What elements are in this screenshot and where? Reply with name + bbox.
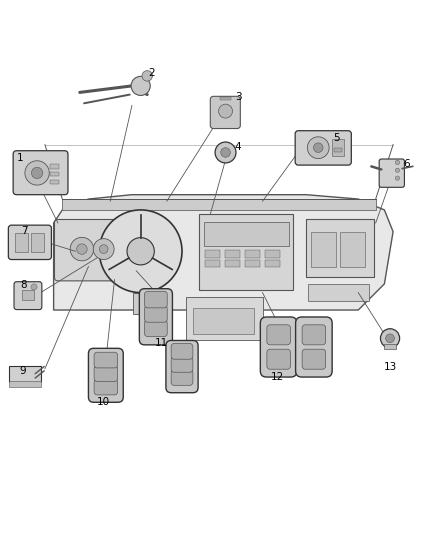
FancyBboxPatch shape: [267, 349, 290, 369]
Text: 9: 9: [19, 366, 25, 376]
Circle shape: [31, 284, 37, 290]
FancyBboxPatch shape: [171, 344, 193, 359]
Circle shape: [142, 71, 152, 81]
Bar: [245, 250, 260, 258]
Text: 3: 3: [235, 92, 242, 102]
Circle shape: [219, 104, 233, 118]
Bar: [340, 232, 365, 266]
Circle shape: [131, 76, 150, 95]
Bar: [133, 293, 148, 314]
Polygon shape: [53, 195, 393, 310]
Bar: [186, 297, 262, 341]
FancyBboxPatch shape: [13, 151, 68, 195]
Bar: [205, 250, 220, 258]
FancyBboxPatch shape: [8, 225, 51, 260]
Circle shape: [395, 168, 399, 173]
Bar: [384, 344, 396, 349]
Circle shape: [70, 237, 94, 261]
Text: 6: 6: [403, 159, 410, 169]
Bar: [50, 180, 59, 184]
Text: 8: 8: [21, 280, 27, 290]
Circle shape: [381, 329, 399, 348]
Circle shape: [32, 167, 43, 179]
Text: 5: 5: [333, 133, 340, 143]
FancyBboxPatch shape: [302, 325, 325, 345]
Circle shape: [395, 176, 399, 180]
Circle shape: [77, 244, 87, 254]
Polygon shape: [62, 199, 376, 210]
Bar: [9, 366, 41, 382]
Circle shape: [215, 142, 236, 163]
FancyBboxPatch shape: [296, 317, 332, 377]
FancyBboxPatch shape: [302, 349, 325, 369]
Bar: [220, 97, 231, 100]
FancyBboxPatch shape: [210, 96, 240, 128]
FancyBboxPatch shape: [379, 159, 404, 187]
Circle shape: [314, 143, 323, 152]
FancyBboxPatch shape: [14, 282, 42, 310]
Bar: [265, 260, 280, 268]
Bar: [332, 139, 344, 156]
Circle shape: [127, 238, 154, 265]
Circle shape: [99, 245, 108, 254]
Circle shape: [221, 148, 230, 157]
Circle shape: [386, 334, 394, 343]
FancyBboxPatch shape: [260, 317, 297, 377]
FancyBboxPatch shape: [94, 366, 117, 382]
Bar: [50, 164, 59, 168]
Text: 11: 11: [155, 338, 168, 348]
Bar: [9, 382, 41, 386]
Bar: [31, 233, 44, 252]
FancyBboxPatch shape: [171, 370, 193, 385]
Text: 4: 4: [234, 142, 241, 152]
Bar: [199, 214, 293, 290]
Circle shape: [395, 160, 399, 165]
FancyBboxPatch shape: [88, 349, 123, 402]
Circle shape: [307, 137, 329, 158]
Bar: [311, 232, 336, 266]
Bar: [15, 233, 28, 252]
Bar: [334, 148, 342, 152]
Bar: [306, 219, 374, 277]
Bar: [205, 260, 220, 268]
FancyBboxPatch shape: [94, 352, 117, 368]
FancyBboxPatch shape: [54, 220, 129, 281]
FancyBboxPatch shape: [166, 341, 198, 393]
FancyBboxPatch shape: [267, 325, 290, 345]
Text: 13: 13: [384, 362, 398, 373]
FancyBboxPatch shape: [295, 131, 351, 165]
Text: 1: 1: [17, 152, 24, 163]
FancyBboxPatch shape: [94, 379, 117, 395]
Bar: [204, 222, 289, 246]
Bar: [22, 289, 34, 300]
Circle shape: [99, 210, 182, 293]
FancyBboxPatch shape: [145, 292, 167, 308]
Bar: [225, 250, 240, 258]
Bar: [265, 250, 280, 258]
Circle shape: [93, 239, 114, 260]
Bar: [225, 260, 240, 268]
Bar: [245, 260, 260, 268]
Text: 2: 2: [148, 68, 155, 78]
FancyBboxPatch shape: [145, 305, 167, 322]
Circle shape: [25, 161, 49, 185]
Text: 7: 7: [21, 226, 27, 236]
Bar: [308, 284, 369, 301]
Text: 10: 10: [97, 397, 110, 407]
FancyBboxPatch shape: [139, 289, 173, 345]
Text: 12: 12: [271, 373, 284, 383]
FancyBboxPatch shape: [145, 320, 167, 336]
FancyBboxPatch shape: [171, 357, 193, 372]
Bar: [193, 308, 254, 334]
Bar: [50, 172, 59, 176]
